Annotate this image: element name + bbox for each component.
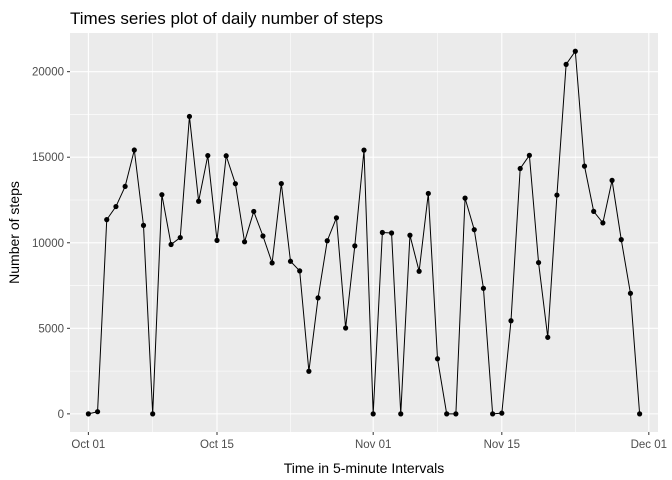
- data-point: [104, 217, 110, 223]
- x-axis: Oct 01 Oct 15 Nov 01 Nov 15 Dec 01: [71, 432, 667, 451]
- data-point: [490, 411, 496, 417]
- data-point: [499, 410, 505, 416]
- data-point: [159, 192, 165, 198]
- y-tick-label: 0: [58, 409, 64, 421]
- data-point: [297, 268, 303, 274]
- data-point: [186, 113, 193, 120]
- data-point: [113, 203, 119, 210]
- data-point: [168, 241, 174, 248]
- y-axis: 0 5000 10000 15000 20000: [32, 67, 70, 421]
- data-point: [563, 61, 569, 67]
- plot-panel: [70, 33, 658, 432]
- data-point: [269, 260, 275, 266]
- data-point: [140, 222, 147, 228]
- x-tick-label: Nov 15: [484, 439, 520, 451]
- data-point: [425, 190, 431, 197]
- data-point: [196, 198, 202, 204]
- data-point: [398, 411, 404, 417]
- data-point: [554, 192, 560, 198]
- y-tick-label: 20000: [32, 67, 64, 79]
- data-point: [352, 243, 358, 249]
- data-point: [627, 290, 634, 296]
- data-point: [122, 183, 128, 190]
- data-point: [214, 237, 220, 243]
- data-point: [600, 220, 606, 226]
- data-point: [508, 318, 514, 324]
- minor-gridlines: [70, 33, 658, 432]
- data-point: [361, 147, 367, 153]
- data-point: [85, 411, 91, 417]
- data-point: [205, 152, 211, 159]
- x-tick-label: Nov 01: [355, 439, 391, 451]
- major-gridlines: [70, 33, 658, 432]
- data-point: [591, 208, 597, 214]
- data-point: [94, 409, 101, 415]
- data-point: [251, 208, 257, 215]
- data-point: [581, 163, 588, 169]
- x-tick-label: Dec 01: [631, 439, 667, 451]
- x-tick-label: Oct 01: [71, 439, 105, 451]
- series-points-group: [85, 48, 643, 417]
- chart-title: Times series plot of daily number of ste…: [70, 9, 383, 28]
- data-point: [480, 285, 487, 291]
- data-point: [462, 195, 468, 201]
- data-point: [287, 258, 294, 264]
- data-point: [324, 238, 330, 244]
- data-point: [278, 180, 284, 187]
- data-point: [444, 411, 450, 417]
- data-point: [609, 177, 615, 183]
- data-point: [333, 215, 340, 221]
- y-tick-label: 10000: [32, 238, 64, 250]
- data-point: [343, 325, 349, 331]
- data-point: [471, 227, 477, 233]
- data-point: [618, 237, 624, 243]
- x-tick-label: Oct 15: [200, 439, 234, 451]
- data-point: [379, 229, 385, 236]
- data-point: [131, 147, 137, 153]
- data-point: [572, 48, 578, 54]
- data-point: [545, 334, 551, 340]
- data-point: [260, 233, 266, 239]
- data-point: [315, 295, 321, 301]
- data-point: [517, 165, 523, 172]
- data-point: [388, 230, 395, 236]
- data-point: [535, 259, 542, 266]
- data-point: [241, 239, 248, 245]
- data-point: [416, 268, 422, 274]
- data-point: [637, 411, 643, 417]
- data-point: [453, 411, 459, 417]
- data-point: [407, 232, 413, 238]
- data-point: [526, 152, 532, 158]
- y-axis-title: Number of steps: [6, 181, 22, 284]
- x-axis-title: Time in 5-minute Intervals: [284, 460, 445, 476]
- y-tick-label: 5000: [38, 323, 64, 335]
- data-point: [177, 234, 183, 241]
- data-point: [306, 368, 312, 374]
- data-point: [150, 411, 156, 417]
- data-point: [370, 411, 376, 417]
- data-point: [434, 356, 441, 362]
- data-point: [223, 153, 229, 159]
- y-tick-label: 15000: [32, 152, 64, 164]
- data-point: [232, 181, 238, 187]
